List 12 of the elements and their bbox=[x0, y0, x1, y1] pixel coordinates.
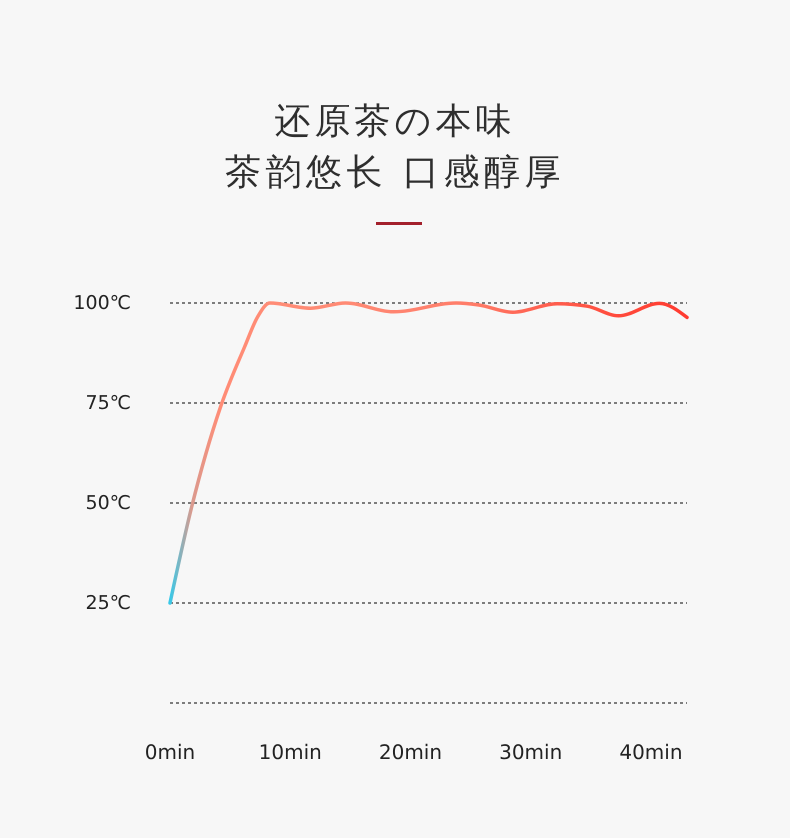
line-series bbox=[168, 301, 689, 605]
y-tick-label: 75℃ bbox=[85, 392, 131, 414]
chart-subtitle: 茶韵悠长 口感醇厚 bbox=[225, 152, 565, 193]
y-tick-label: 25℃ bbox=[85, 592, 131, 614]
y-tick-label: 100℃ bbox=[73, 292, 131, 314]
x-tick-label: 0min bbox=[144, 740, 196, 764]
x-tick-label: 20min bbox=[378, 740, 442, 764]
x-tick-label: 40min bbox=[619, 740, 683, 764]
chart-title: 还原茶の本味 bbox=[274, 101, 516, 142]
y-tick-label: 50℃ bbox=[85, 492, 131, 514]
x-tick-label: 30min bbox=[499, 740, 562, 764]
x-tick-label: 10min bbox=[258, 740, 322, 764]
